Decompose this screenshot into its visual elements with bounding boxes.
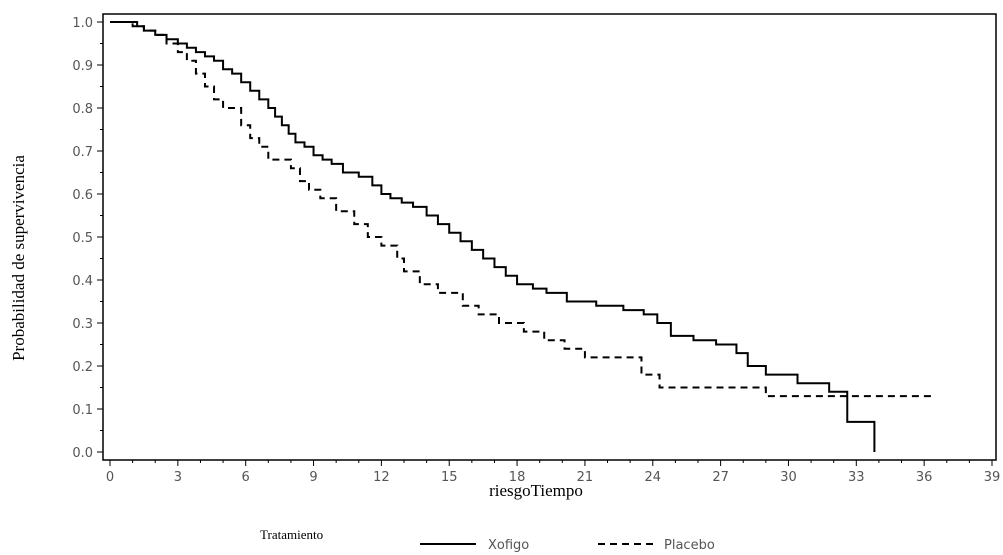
x-tick-label: 27 xyxy=(712,470,729,485)
y-tick-label: 1.0 xyxy=(72,16,93,31)
x-tick-label: 33 xyxy=(848,470,865,485)
y-tick-label: 0.1 xyxy=(72,403,93,418)
legend-label-xofigo: Xofigo xyxy=(488,538,529,553)
legend: Tratamiento Xofigo Placebo xyxy=(260,527,715,553)
x-axis: 0 3 6 9 12 15 18 21 24 27 30 33 36 39 xyxy=(106,460,1000,485)
x-tick-label: 18 xyxy=(509,470,526,485)
x-tick-label: 21 xyxy=(577,470,594,485)
legend-label-placebo: Placebo xyxy=(664,538,715,553)
x-tick-label: 24 xyxy=(644,470,661,485)
x-axis-title: riesgoTiempo xyxy=(489,481,583,500)
x-tick-label: 6 xyxy=(242,470,250,485)
series-layer xyxy=(110,21,936,452)
y-tick-label: 0.4 xyxy=(72,274,93,289)
y-tick-label: 0.3 xyxy=(72,317,93,332)
y-tick-label: 0.5 xyxy=(72,231,93,246)
x-tick-label: 9 xyxy=(309,470,317,485)
series-line-placebo xyxy=(110,21,936,398)
x-tick-label: 36 xyxy=(916,470,933,485)
x-tick-label: 15 xyxy=(441,470,458,485)
y-axis-title: Probabilidad de supervivencia xyxy=(9,155,28,361)
x-tick-label: 30 xyxy=(780,470,797,485)
y-tick-label: 0.0 xyxy=(72,446,93,461)
x-tick-label: 0 xyxy=(106,470,114,485)
x-tick-label: 12 xyxy=(373,470,390,485)
y-tick-label: 0.8 xyxy=(72,102,93,117)
legend-title: Tratamiento xyxy=(260,527,323,542)
y-tick-label: 0.9 xyxy=(72,59,93,74)
x-tick-label: 3 xyxy=(174,470,182,485)
plot-frame xyxy=(102,13,997,461)
y-axis: 0.0 0.1 0.2 0.3 0.4 0.5 0.6 0.7 0.8 0.9 1.0 xyxy=(72,16,103,461)
y-tick-label: 0.2 xyxy=(72,360,93,375)
y-tick-label: 0.7 xyxy=(72,145,93,160)
series-line-xofigo xyxy=(110,21,876,452)
y-tick-label: 0.6 xyxy=(72,188,93,203)
x-tick-label: 39 xyxy=(984,470,1001,485)
